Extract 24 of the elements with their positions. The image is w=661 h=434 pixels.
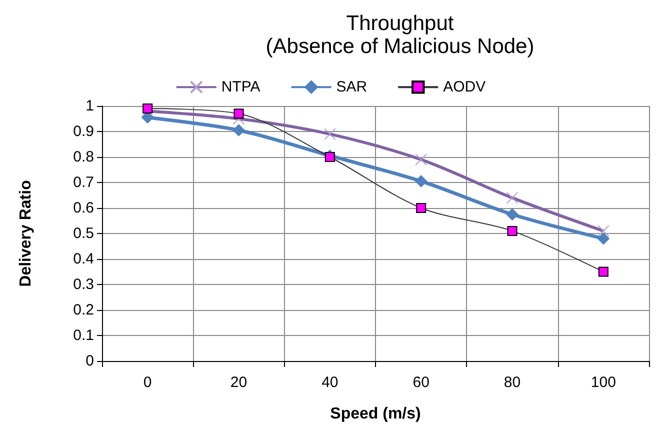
y-tick-label: 0.5 — [73, 225, 94, 242]
y-tick-label: 0.3 — [73, 276, 94, 293]
x-tick-label: 0 — [143, 374, 152, 391]
legend-label: AODV — [443, 78, 486, 96]
y-tick-label: 0.4 — [73, 250, 94, 268]
y-tick-label: 0.6 — [73, 200, 94, 216]
y-tick-label: 0.8 — [73, 148, 94, 166]
y-tick-label: 0 — [86, 352, 94, 370]
x-tick-label: 100 — [590, 374, 616, 391]
x-tick-label: 40 — [322, 374, 338, 391]
chart-title: Throughput — [346, 12, 454, 35]
y-axis-title: Delivery Ratio — [18, 180, 34, 287]
legend-label: NTPA — [221, 78, 260, 96]
x-tick-label: 60 — [412, 374, 430, 391]
y-tick-label: 0.9 — [73, 123, 94, 140]
y-tick-label: 0.7 — [73, 174, 94, 191]
y-tick-label: 1 — [86, 98, 94, 114]
legend-label: SAR — [336, 78, 368, 96]
y-tick-label: 0.1 — [73, 327, 94, 344]
chart-subtitle: (Absence of Malicious Node) — [266, 35, 534, 58]
x-tick-label: 20 — [230, 374, 248, 391]
x-axis-title: Speed (m/s) — [330, 406, 421, 422]
x-tick-label: 80 — [504, 374, 521, 391]
y-tick-label: 0.2 — [73, 302, 94, 318]
